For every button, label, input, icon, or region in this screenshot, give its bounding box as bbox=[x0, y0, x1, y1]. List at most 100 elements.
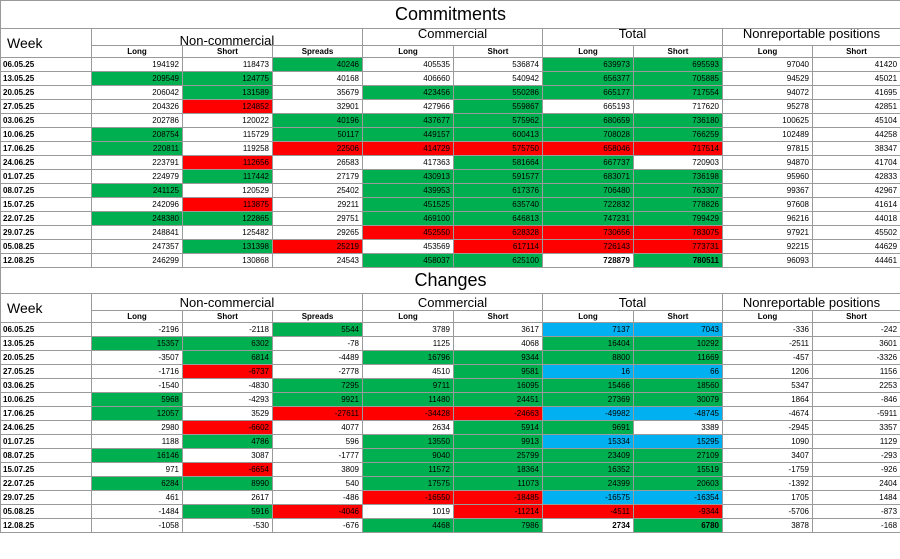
value-cell: -873 bbox=[811, 504, 900, 519]
week-cell: 24.06.25 bbox=[0, 420, 92, 435]
value-cell: 223791 bbox=[91, 155, 183, 170]
value-cell: 40246 bbox=[272, 57, 363, 72]
group-commercial: Commercial bbox=[362, 28, 543, 46]
value-cell: 117442 bbox=[182, 169, 273, 184]
value-cell: -2511 bbox=[722, 336, 813, 351]
value-cell: 469100 bbox=[362, 211, 454, 226]
value-cell: 3617 bbox=[453, 322, 543, 337]
value-cell: 461 bbox=[91, 490, 183, 505]
value-cell: 17575 bbox=[362, 476, 454, 491]
value-cell: 730656 bbox=[542, 225, 634, 240]
value-cell: 120022 bbox=[182, 113, 273, 128]
value-cell: 1864 bbox=[722, 392, 813, 407]
value-cell: -2945 bbox=[722, 420, 813, 435]
value-cell: 119258 bbox=[182, 141, 273, 156]
value-cell: 3087 bbox=[182, 448, 273, 463]
subheader-long: Long bbox=[722, 310, 813, 323]
changes-body: 06.05.25 -2196 -2118 5544 3789 3617 7137 7043 -3… bbox=[0, 322, 900, 533]
value-cell: 247357 bbox=[91, 239, 183, 254]
value-cell: 695593 bbox=[633, 57, 723, 72]
week-cell: 10.06.25 bbox=[0, 392, 92, 407]
value-cell: 667737 bbox=[542, 155, 634, 170]
value-cell: -2118 bbox=[182, 322, 273, 337]
value-cell: -11214 bbox=[453, 504, 543, 519]
value-cell: 8800 bbox=[542, 350, 634, 365]
value-cell: 40168 bbox=[272, 71, 363, 86]
value-cell: 22506 bbox=[272, 141, 363, 156]
value-cell: 628328 bbox=[453, 225, 543, 240]
value-cell: 41695 bbox=[811, 85, 900, 100]
value-cell: 24451 bbox=[453, 392, 543, 407]
value-cell: -1540 bbox=[91, 378, 183, 393]
value-cell: 40196 bbox=[272, 113, 363, 128]
value-cell: 35679 bbox=[272, 85, 363, 100]
value-cell: 5968 bbox=[91, 392, 183, 407]
value-cell: 780511 bbox=[633, 253, 723, 268]
value-cell: 16146 bbox=[91, 448, 183, 463]
week-cell: 08.07.25 bbox=[0, 448, 92, 463]
value-cell: 683071 bbox=[542, 169, 634, 184]
subheader-short: Short bbox=[811, 45, 900, 58]
value-cell: -34428 bbox=[362, 406, 454, 421]
table-row: 27.05.25 -1716 -6737 -2778 4510 9581 16 66 1206 1… bbox=[0, 364, 900, 379]
value-cell: 9344 bbox=[453, 350, 543, 365]
value-cell: 45021 bbox=[811, 71, 900, 86]
subheader-long: Long bbox=[542, 45, 634, 58]
value-cell: 658046 bbox=[542, 141, 634, 156]
table-row: 13.05.25 15357 6302 -78 1125 4068 16404 10292 -2… bbox=[0, 336, 900, 351]
subheader-short: Short bbox=[182, 310, 273, 323]
table-row: 15.07.25 242096 113875 29211 451525 635740 722… bbox=[0, 197, 900, 212]
week-cell: 12.08.25 bbox=[0, 518, 92, 533]
value-cell: 9691 bbox=[542, 420, 634, 435]
value-cell: -27611 bbox=[272, 406, 363, 421]
value-cell: 122865 bbox=[182, 211, 273, 226]
value-cell: 41704 bbox=[811, 155, 900, 170]
week-cell: 03.06.25 bbox=[0, 378, 92, 393]
value-cell: 2617 bbox=[182, 490, 273, 505]
table-row: 22.07.25 248380 122865 29751 469100 646813 747… bbox=[0, 211, 900, 226]
value-cell: 27369 bbox=[542, 392, 634, 407]
value-cell: -4674 bbox=[722, 406, 813, 421]
week-cell: 13.05.25 bbox=[0, 336, 92, 351]
value-cell: -1392 bbox=[722, 476, 813, 491]
value-cell: 2980 bbox=[91, 420, 183, 435]
value-cell: -6602 bbox=[182, 420, 273, 435]
group-commercial: Commercial bbox=[362, 293, 543, 311]
value-cell: 451525 bbox=[362, 197, 454, 212]
value-cell: 42833 bbox=[811, 169, 900, 184]
value-cell: -846 bbox=[811, 392, 900, 407]
table-row: 20.05.25 206042 131589 35679 423456 550286 665… bbox=[0, 85, 900, 100]
value-cell: 118473 bbox=[182, 57, 273, 72]
value-cell: 209549 bbox=[91, 71, 183, 86]
subheader-long: Long bbox=[542, 310, 634, 323]
value-cell: 23409 bbox=[542, 448, 634, 463]
value-cell: 639973 bbox=[542, 57, 634, 72]
value-cell: 29265 bbox=[272, 225, 363, 240]
value-cell: 2734 bbox=[542, 518, 634, 533]
value-cell: 44629 bbox=[811, 239, 900, 254]
value-cell: 115729 bbox=[182, 127, 273, 142]
table-row: 05.08.25 -1484 5916 -4046 1019 -11214 -4511 -93… bbox=[0, 504, 900, 519]
table-row: 17.06.25 220811 119258 22506 414729 575750 658… bbox=[0, 141, 900, 156]
value-cell: 112656 bbox=[182, 155, 273, 170]
value-cell: 417363 bbox=[362, 155, 454, 170]
value-cell: 596 bbox=[272, 434, 363, 449]
value-cell: 97040 bbox=[722, 57, 813, 72]
value-cell: 15334 bbox=[542, 434, 634, 449]
value-cell: -1777 bbox=[272, 448, 363, 463]
value-cell: 248380 bbox=[91, 211, 183, 226]
value-cell: 706480 bbox=[542, 183, 634, 198]
value-cell: 10292 bbox=[633, 336, 723, 351]
value-cell: 204326 bbox=[91, 99, 183, 114]
value-cell: 24543 bbox=[272, 253, 363, 268]
value-cell: 5544 bbox=[272, 322, 363, 337]
value-cell: 124775 bbox=[182, 71, 273, 86]
value-cell: 3809 bbox=[272, 462, 363, 477]
value-cell: 27179 bbox=[272, 169, 363, 184]
value-cell: 5916 bbox=[182, 504, 273, 519]
week-cell: 17.06.25 bbox=[0, 406, 92, 421]
value-cell: 705885 bbox=[633, 71, 723, 86]
table-row: 15.07.25 971 -6654 3809 11572 18364 16352 15519… bbox=[0, 462, 900, 477]
group-total: Total bbox=[542, 293, 723, 311]
week-cell: 17.06.25 bbox=[0, 141, 92, 156]
